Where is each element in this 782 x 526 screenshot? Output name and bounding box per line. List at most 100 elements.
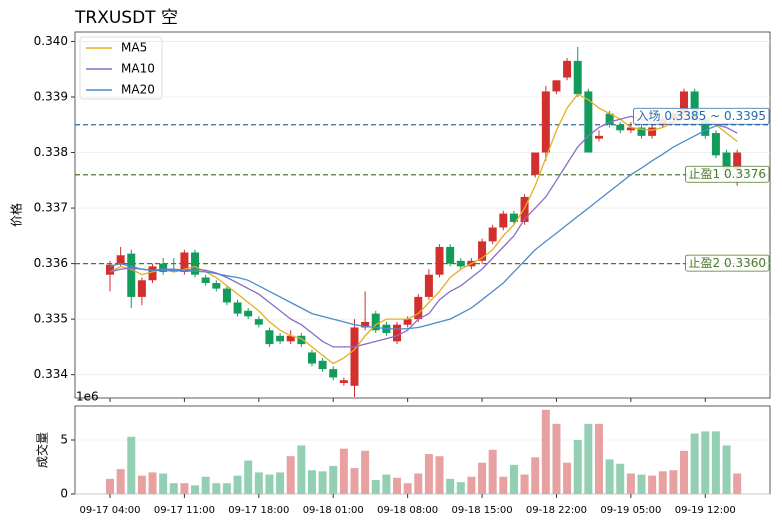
candle-body: [159, 263, 168, 272]
volume-bar: [244, 460, 253, 494]
volume-bar: [701, 431, 710, 494]
candle-body: [594, 135, 603, 139]
candle-body: [541, 91, 550, 153]
volume-bar: [233, 475, 242, 494]
volume-bar: [159, 473, 168, 494]
candle-body: [403, 319, 412, 325]
volume-bar: [711, 431, 720, 494]
volume-bar: [393, 477, 402, 494]
candle-body: [371, 313, 380, 331]
y-tick-label: 0.338: [34, 145, 68, 159]
x-tick-label: 09-18 15:00: [452, 505, 513, 516]
legend-label: MA5: [121, 41, 147, 55]
level-label-box: [633, 107, 770, 125]
candle-body: [222, 288, 231, 303]
candle-body: [276, 335, 285, 342]
volume-bar: [127, 436, 136, 494]
volume-bar: [371, 479, 380, 494]
y-tick-label: 0.336: [34, 256, 68, 270]
candle-body: [520, 196, 529, 222]
volume-bar: [424, 454, 433, 494]
volume-bar: [520, 474, 529, 494]
candle-body: [414, 296, 423, 320]
volume-bar: [478, 462, 487, 494]
level-label-box: [685, 254, 770, 272]
x-tick-label: 09-18 08:00: [377, 505, 438, 516]
candle-body: [680, 91, 689, 114]
candle-body: [509, 213, 518, 222]
candle-body: [488, 227, 497, 242]
volume-bar: [212, 483, 221, 494]
y-tick-label: 0: [60, 487, 68, 501]
volume-bar: [361, 450, 370, 494]
volume-bar: [148, 472, 157, 494]
volume-bar: [680, 450, 689, 494]
volume-bar: [563, 462, 572, 494]
volume-bar: [339, 448, 348, 494]
candle-body: [265, 330, 274, 345]
candle-body: [478, 241, 487, 261]
volume-bar: [414, 473, 423, 494]
volume-bar: [584, 423, 593, 494]
candle-body: [573, 60, 582, 95]
volume-bar: [648, 475, 657, 494]
candle-body: [722, 152, 731, 170]
volume-bar: [265, 474, 274, 494]
volume-bar: [616, 463, 625, 494]
y-tick-label: 0.335: [34, 312, 68, 326]
candle-body: [307, 352, 316, 364]
candle-body: [106, 264, 114, 275]
candle-body: [148, 266, 157, 281]
y-tick-label: 0.339: [34, 89, 68, 103]
volume-bar: [637, 474, 646, 494]
volume-bar: [722, 445, 731, 494]
candle-body: [435, 246, 444, 275]
legend-label: MA20: [121, 83, 155, 97]
volume-bar: [594, 423, 603, 494]
legend-label: MA10: [121, 62, 155, 76]
candle-body: [329, 369, 338, 378]
candle-body: [350, 327, 359, 386]
volume-bar: [467, 476, 476, 494]
volume-bar: [541, 409, 550, 494]
x-tick-label: 09-18 22:00: [526, 505, 587, 516]
candle-body: [212, 283, 221, 289]
candle-body: [201, 277, 210, 284]
volume-bar: [297, 445, 306, 494]
volume-bar: [435, 456, 444, 494]
candle-body: [605, 113, 614, 125]
volume-bar: [626, 473, 635, 494]
candle-body: [233, 302, 242, 314]
y-tick-label: 0.334: [34, 367, 68, 381]
candle-body: [361, 321, 370, 328]
chart-title: TRXUSDT 空: [74, 8, 178, 28]
x-tick-label: 09-19 05:00: [600, 505, 661, 516]
volume-bar: [499, 476, 508, 494]
volume-bar: [286, 456, 295, 494]
candle-body: [531, 152, 540, 175]
volume-bar: [531, 457, 540, 494]
volume-bar: [191, 485, 200, 494]
volume-bar: [446, 478, 455, 494]
candle-body: [339, 380, 348, 384]
ma-line: [109, 121, 738, 330]
y-tick-label: 0.340: [34, 34, 68, 48]
candle-body: [733, 152, 742, 170]
ma-line: [109, 93, 738, 365]
candle-body: [499, 213, 508, 228]
candle-body: [637, 127, 646, 136]
candle-body: [127, 253, 136, 297]
candle-body: [393, 324, 402, 342]
y-tick-label: 5: [60, 433, 68, 447]
volume-bar: [318, 471, 327, 494]
volume-bar: [573, 440, 582, 494]
level-label: 入场 0.3385 ~ 0.3395: [637, 109, 766, 123]
candle-body: [137, 280, 146, 297]
volume-bar: [106, 478, 114, 494]
y-tick-label: 0.337: [34, 201, 68, 215]
volume-bar: [669, 470, 678, 494]
level-label-box: [685, 165, 770, 183]
x-tick-label: 09-19 12:00: [675, 505, 736, 516]
volume-bar: [276, 472, 285, 494]
